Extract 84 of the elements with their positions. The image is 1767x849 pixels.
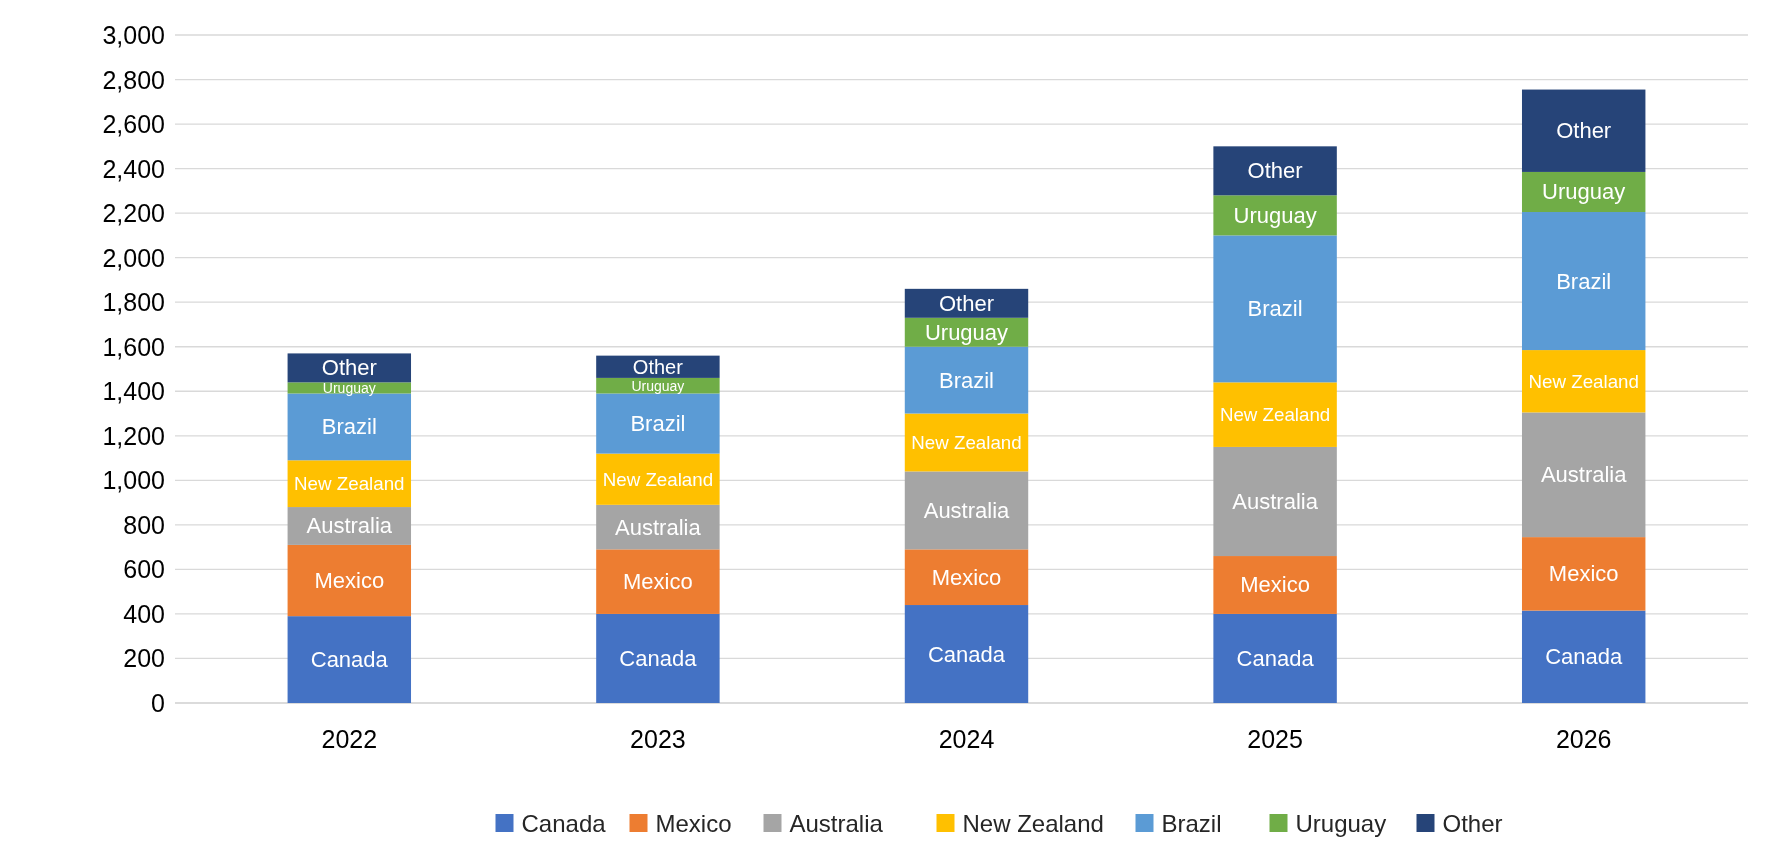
y-tick-label: 1,400 [102, 377, 165, 406]
y-tick-label: 2,400 [102, 154, 165, 183]
text: Brazil [938, 367, 995, 393]
text: Canada [1236, 645, 1314, 671]
legend-label: Brazil [1161, 809, 1222, 837]
bar [1521, 350, 1646, 413]
y-tick-label: 2,600 [102, 110, 165, 139]
x-tick-label: 2026 [1555, 725, 1612, 753]
legend-label: Mexico [655, 809, 732, 837]
bar [1521, 89, 1646, 172]
text: Uruguay [1233, 202, 1317, 228]
text: New Zealand [294, 473, 405, 495]
y-tick-label: 800 [123, 510, 165, 539]
legend-label: Canada [521, 809, 607, 837]
bar [596, 393, 720, 454]
text: Uruguay [631, 377, 685, 394]
text: Canada [619, 645, 697, 671]
bar [596, 549, 720, 614]
bar [1521, 412, 1646, 538]
text: Mexico [314, 568, 385, 594]
text: Canada [927, 641, 1006, 667]
text: Uruguay [924, 319, 1009, 345]
y-tick-label: 0 [151, 689, 165, 717]
legend-label: Australia [789, 809, 884, 837]
x-tick-label: 2022 [321, 725, 378, 753]
text: Australia [1232, 488, 1318, 514]
text: New Zealand [1219, 404, 1331, 426]
text: Mexico [931, 564, 1002, 590]
text: Uruguay [322, 379, 376, 396]
text: New Zealand [911, 431, 1022, 453]
bar [904, 346, 1029, 414]
bar [596, 613, 720, 703]
legend-label: New Zealand [962, 809, 1104, 837]
bar [904, 605, 1029, 703]
text: Mexico [623, 569, 693, 595]
text: Other [938, 290, 995, 316]
y-tick-label: 400 [123, 599, 165, 628]
x-tick-label: 2025 [1247, 725, 1303, 753]
text: Mexico [1548, 561, 1619, 587]
bar [1213, 556, 1337, 614]
bar [1521, 212, 1646, 351]
text: Uruguay [1542, 179, 1626, 205]
y-tick-label: 2,000 [102, 243, 165, 272]
bar [287, 544, 412, 617]
text: Australia [923, 497, 1010, 523]
bar [904, 549, 1029, 606]
bar [904, 471, 1029, 550]
text: Australia [1540, 462, 1627, 488]
y-tick-label: 1,600 [102, 332, 165, 361]
legend-label: Other [1442, 809, 1503, 837]
text: Other [1247, 158, 1303, 184]
text: Brazil [321, 414, 377, 440]
y-tick-label: 1,800 [102, 288, 165, 317]
text: Canada [1545, 644, 1623, 670]
y-tick-label: 200 [123, 644, 165, 673]
text: Other [321, 355, 377, 381]
text: Australia [306, 513, 393, 539]
text: Other [632, 355, 683, 378]
bar [287, 616, 412, 703]
bar [1213, 235, 1337, 383]
y-tick-label: 2,200 [102, 199, 165, 228]
text: Other [1556, 118, 1612, 144]
text: Brazil [1556, 268, 1612, 294]
text: Canada [310, 647, 388, 673]
y-tick-label: 600 [123, 555, 165, 584]
bar [1213, 446, 1337, 557]
y-tick-label: 2,800 [102, 65, 165, 94]
bar [1213, 382, 1337, 447]
y-tick-label: 3,000 [102, 21, 165, 49]
bar [1213, 146, 1337, 196]
text: Mexico [1240, 572, 1310, 598]
text: New Zealand [602, 468, 714, 490]
text: Brazil [1247, 296, 1303, 322]
y-tick-label: 1,200 [102, 421, 165, 450]
text: New Zealand [1528, 370, 1639, 392]
y-tick-label: 1,000 [102, 466, 165, 495]
x-tick-label: 2023 [630, 725, 686, 753]
bar [1521, 537, 1646, 611]
bar [1521, 610, 1646, 703]
text: Brazil [630, 411, 686, 437]
legend-label: Uruguay [1295, 809, 1387, 837]
text: Australia [615, 514, 701, 540]
bar [1213, 613, 1337, 703]
x-tick-label: 2024 [938, 725, 995, 753]
